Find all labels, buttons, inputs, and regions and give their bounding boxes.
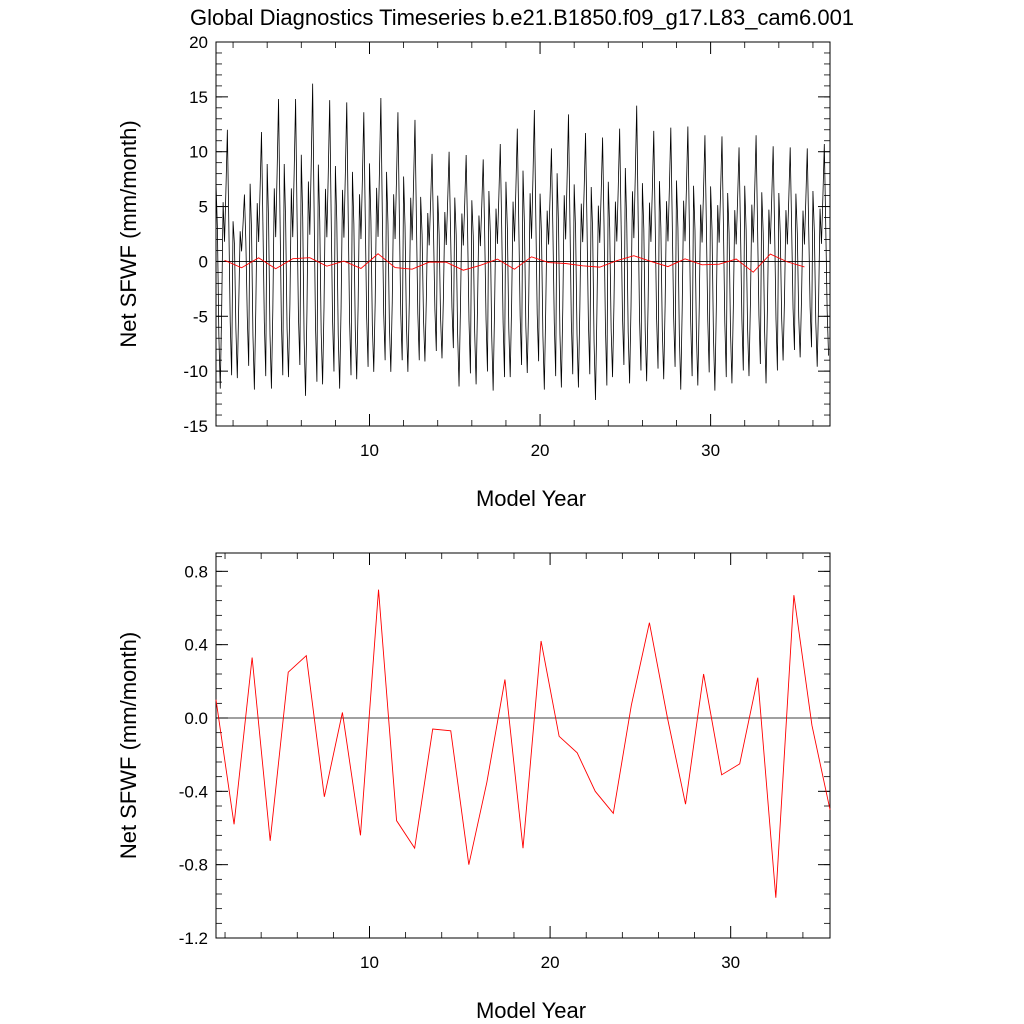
y-tick-label: 0.8: [184, 562, 208, 581]
x-tick-labels: 10 20 30: [360, 441, 720, 460]
x-tick-label: 30: [701, 441, 720, 460]
figure-title: Global Diagnostics Timeseries b.e21.B185…: [190, 5, 854, 30]
x-tick-label: 20: [531, 441, 550, 460]
annual-mean-panel: -1.2-0.8-0.40.00.40.8 10 20 30 Model Year …: [116, 552, 831, 1023]
y-tick-label: -0.4: [179, 782, 208, 801]
y-axis-label: Net SFWF (mm/month): [116, 632, 141, 859]
y-tick-label: -15: [183, 417, 208, 436]
annual-series-line: [215, 589, 831, 898]
tick-marks: [216, 553, 830, 939]
x-tick-label: 20: [541, 953, 560, 972]
y-tick-label: 20: [189, 33, 208, 52]
y-tick-label: 0.4: [184, 636, 208, 655]
x-axis-label: Model Year: [476, 486, 586, 511]
minor-ticks: [216, 553, 830, 939]
y-tick-label: 0.0: [184, 709, 208, 728]
y-tick-label: -1.2: [179, 929, 208, 948]
y-tick-label: 0: [199, 252, 208, 271]
y-tick-label: -5: [193, 307, 208, 326]
x-tick-label: 30: [721, 953, 740, 972]
x-tick-label: 10: [360, 441, 379, 460]
y-tick-labels: -1.2 -0.8 -0.4 0.0 0.4 0.8: [179, 562, 208, 948]
x-axis-label: Model Year: [476, 998, 586, 1023]
x-tick-label: 10: [360, 953, 379, 972]
plot-frame: [215, 552, 831, 939]
y-axis-label: Net SFWF (mm/month): [116, 120, 141, 347]
y-tick-labels: -15 -10 -5 0 5 10 15 20: [183, 33, 208, 436]
x-tick-labels: 10 20 30: [360, 953, 740, 972]
y-tick-label: 5: [199, 198, 208, 217]
plot-frame: [215, 41, 831, 427]
y-tick-label: -0.8: [179, 856, 208, 875]
monthly-timeseries-panel: -15 -10 -5 0 5 10 15 20 10 20 30 Model Year Net S…: [116, 33, 831, 511]
y-tick-label: 10: [189, 143, 208, 162]
monthly-series-line: [215, 83, 829, 401]
y-tick-label: -10: [183, 362, 208, 381]
annual-series-line: [224, 253, 805, 273]
y-tick-label: 15: [189, 88, 208, 107]
